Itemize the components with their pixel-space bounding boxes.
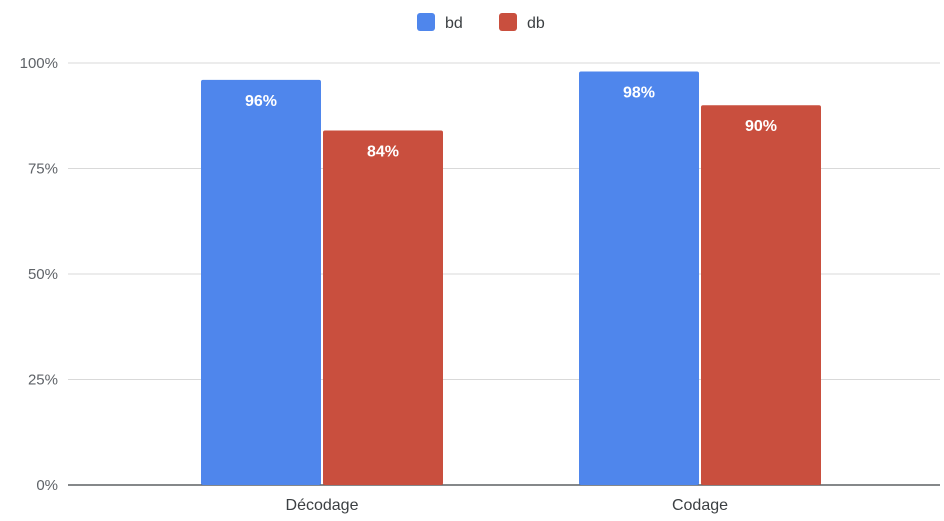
y-tick-label: 50% bbox=[28, 266, 58, 283]
legend-swatch-db bbox=[499, 13, 517, 31]
data-labels: 96% 84% 98% 90% bbox=[245, 84, 777, 160]
bar-bd-0 bbox=[201, 79, 321, 485]
bar-db-1 bbox=[701, 105, 821, 485]
bars bbox=[201, 71, 821, 485]
legend-label-db: db bbox=[527, 15, 545, 32]
data-label-db-0: 84% bbox=[367, 144, 399, 161]
x-axis-categories: Décodage Codage bbox=[286, 497, 729, 514]
data-label-bd-1: 98% bbox=[623, 84, 655, 101]
bar-db-0 bbox=[323, 130, 443, 485]
legend: bd db bbox=[417, 13, 545, 32]
data-label-bd-0: 96% bbox=[245, 93, 277, 110]
legend-label-bd: bd bbox=[445, 15, 463, 32]
y-tick-label: 75% bbox=[28, 161, 58, 178]
y-axis-ticks: 0% 25% 50% 75% 100% bbox=[20, 55, 58, 494]
bar-bd-1 bbox=[579, 71, 699, 485]
x-category-label: Décodage bbox=[286, 497, 359, 514]
y-tick-label: 100% bbox=[20, 55, 58, 72]
y-tick-label: 0% bbox=[36, 477, 58, 494]
y-tick-label: 25% bbox=[28, 372, 58, 389]
x-category-label: Codage bbox=[672, 497, 728, 514]
data-label-db-1: 90% bbox=[745, 118, 777, 135]
legend-swatch-bd bbox=[417, 13, 435, 31]
